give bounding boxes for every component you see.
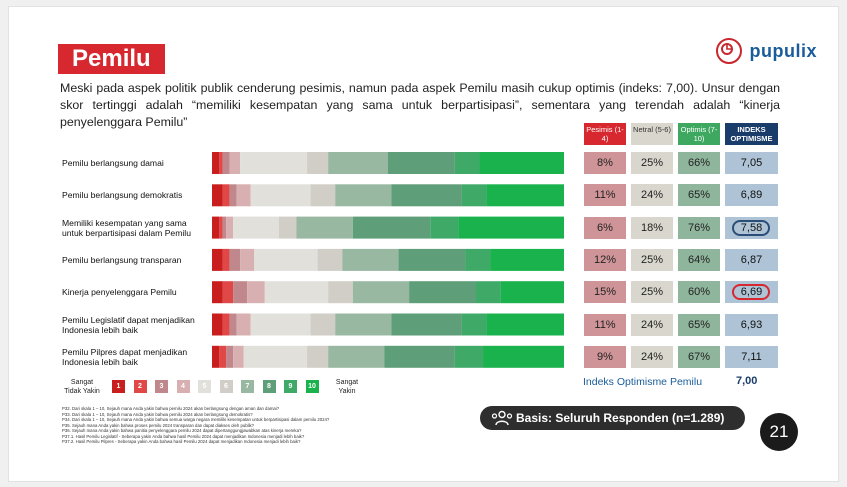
cell-indeks: 6,87 <box>725 248 778 271</box>
intro-text: Meski pada aspek politik publik cenderun… <box>60 81 780 129</box>
row-label: Pemilu berlangsung demokratis <box>62 190 183 201</box>
cell-netral: 25% <box>631 152 673 174</box>
cell-pesimis: 11% <box>584 313 626 336</box>
people-icon <box>491 410 513 426</box>
cell-optimis: 67% <box>678 345 720 368</box>
cell-pesimis: 12% <box>584 248 626 271</box>
cell-netral: 24% <box>631 345 673 368</box>
basis-text: Basis: Seluruh Responden (n=1.289) <box>516 411 725 425</box>
cell-pesimis: 8% <box>584 152 626 174</box>
cell-netral: 18% <box>631 216 673 239</box>
row-label: Pemilu berlangsung damai <box>62 158 164 168</box>
page-title: Pemilu <box>58 44 165 74</box>
cell-indeks: 6,93 <box>725 313 778 336</box>
highest-index-ring <box>732 219 770 236</box>
cell-optimis: 65% <box>678 184 720 207</box>
footnote: P32. Dari skala 1 – 10, Sejauh mana Anda… <box>62 406 280 411</box>
lowest-index-ring <box>732 284 770 301</box>
cell-optimis: 65% <box>678 313 720 336</box>
cell-netral: 25% <box>631 248 673 271</box>
footnotes: P32. Dari skala 1 – 10, Sejauh mana Anda… <box>62 406 422 445</box>
brand-logo: pupulix <box>749 40 817 61</box>
cell-indeks: 7,05 <box>725 152 778 174</box>
footnote: P34. Dari skala 1 – 10, Sejauh mana Anda… <box>62 417 330 422</box>
row-label: Pemilu berlangsung transparan <box>62 254 182 265</box>
cell-netral: 25% <box>631 281 673 304</box>
header-optimis: Optimis (7-10) <box>678 123 720 145</box>
cell-pesimis: 6% <box>584 216 626 239</box>
footnote: P37.2. Hasil Pemilu Pilpres - Seberapa y… <box>62 439 301 444</box>
row-label: Kinerja penyelenggara Pemilu <box>62 287 177 298</box>
legend-scale-3: 3 <box>155 380 168 393</box>
cell-indeks: 7,11 <box>725 345 778 368</box>
cell-optimis: 76% <box>678 216 720 239</box>
legend-scale-7: 7 <box>241 380 254 393</box>
basis-pill: Basis: Seluruh Responden (n=1.289) <box>480 406 745 430</box>
slide <box>8 6 839 482</box>
footnote: P36. Sejauh mana Anda yakin bahwa paniti… <box>62 428 302 433</box>
legend-scale-6: 6 <box>219 380 233 393</box>
index-summary-label: Indeks Optimisme Pemilu <box>583 376 703 388</box>
legend-scale-10: 10 <box>305 380 319 393</box>
header-pesimis: Pesimis (1-4) <box>584 123 626 145</box>
legend-scale-2: 2 <box>133 380 147 393</box>
cell-pesimis: 15% <box>584 281 626 304</box>
legend-scale-9: 9 <box>284 380 297 393</box>
cell-optimis: 60% <box>678 281 720 304</box>
index-summary-value: 7,00 <box>736 375 758 387</box>
row-label: Pemilu Pilpres dapat menjadikan Indonesi… <box>62 346 188 368</box>
header-netral: Netral (5-6) <box>631 123 673 145</box>
row-label: Memiliki kesempatan yang sama untuk berp… <box>62 217 191 239</box>
cell-pesimis: 9% <box>584 345 626 368</box>
legend-scale-4: 4 <box>176 380 190 393</box>
cell-indeks: 6,89 <box>725 184 778 207</box>
cell-optimis: 66% <box>678 152 720 174</box>
cell-pesimis: 11% <box>584 184 626 207</box>
cell-netral: 24% <box>631 313 673 336</box>
footnote: P33. Dari skala 1 – 10, Sejauh mana Anda… <box>62 411 253 417</box>
page-number: 21 <box>760 413 798 451</box>
footnote: P37.1. Hasil Pemilu Legislatif - Seberap… <box>62 433 305 439</box>
legend-scale-1: 1 <box>112 380 125 393</box>
legend-scale-8: 8 <box>262 380 276 393</box>
legend-left-label: Sangat Tidak Yakin <box>64 379 100 395</box>
cell-netral: 24% <box>631 184 673 207</box>
row-label: Pemilu Legislatif dapat menjadikan Indon… <box>62 314 195 336</box>
legend-scale-5: 5 <box>198 380 211 393</box>
logo-block: pupulix <box>715 38 818 64</box>
footnote: P35. Sejauh mana Anda yakin bahwa proses… <box>62 422 255 428</box>
cell-optimis: 64% <box>678 248 720 271</box>
seal-logo-icon <box>715 38 742 64</box>
header-indeks: INDEKS OPTIMISME <box>725 123 778 145</box>
legend-right-label: Sangat Yakin <box>335 379 359 395</box>
